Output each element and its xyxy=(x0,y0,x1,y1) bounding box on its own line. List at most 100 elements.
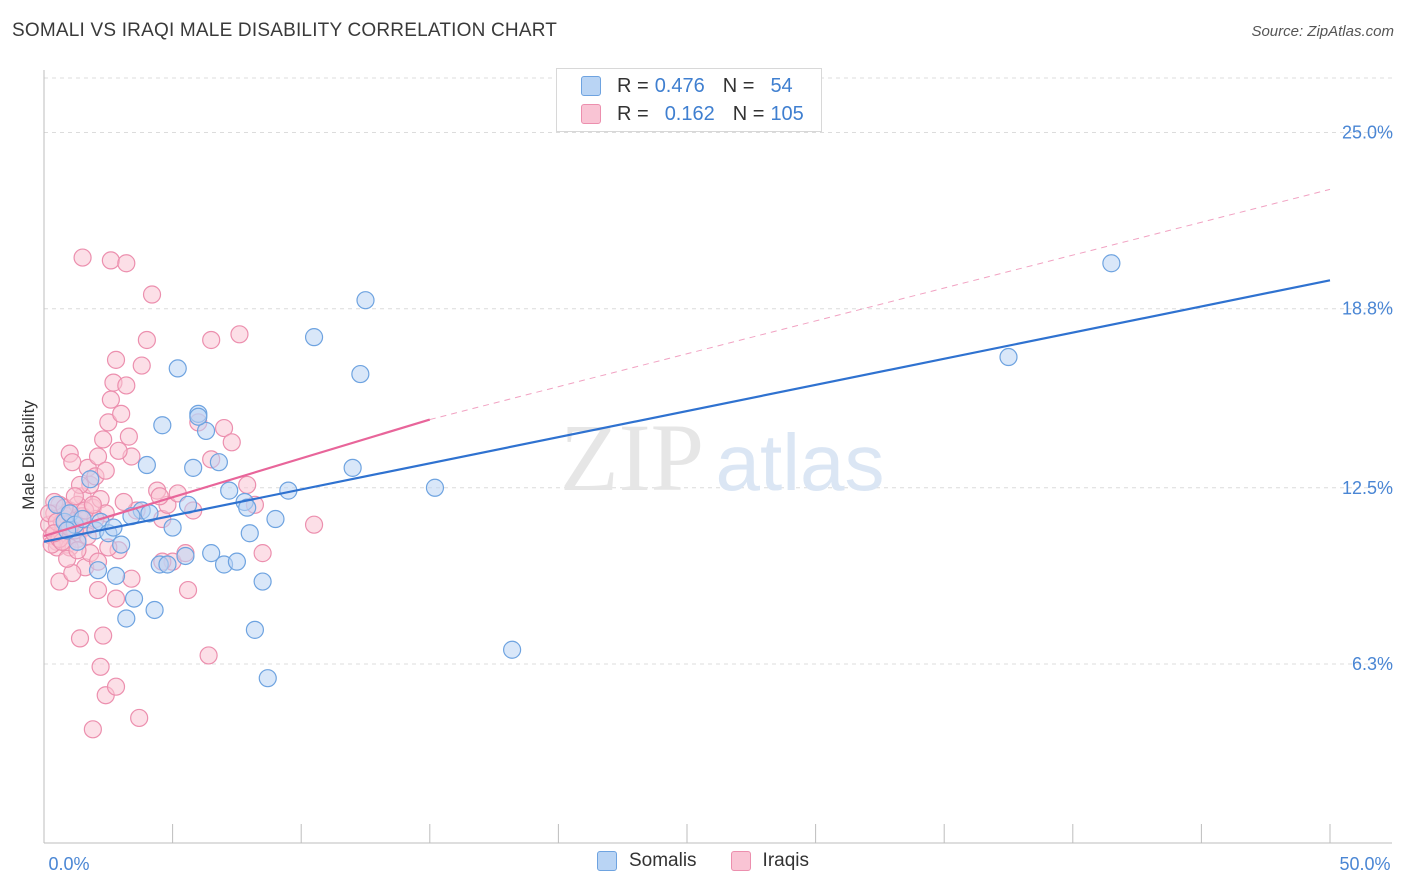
iraqis-point xyxy=(91,657,110,676)
somalis-n-value: 54 xyxy=(770,74,793,97)
iraqis-point xyxy=(222,433,241,452)
somalis-point xyxy=(81,470,100,489)
iraqis-point xyxy=(70,629,90,648)
iraqis-point xyxy=(106,589,126,608)
iraqis-point xyxy=(199,646,218,665)
legend-row-somalis: R = 0.476 N = 54 xyxy=(557,73,793,99)
somalis-trend-line xyxy=(43,279,1331,543)
somalis-point xyxy=(343,458,362,477)
somalis-point xyxy=(58,521,77,540)
iraqis-trend-extension xyxy=(429,188,1331,421)
iraqis-r-value: 0.162 xyxy=(664,102,715,125)
iraqis-point xyxy=(119,427,138,446)
iraqis-point xyxy=(112,404,131,423)
r-label: R = xyxy=(617,102,649,125)
legend-item-somalis[interactable]: Somalis xyxy=(596,850,697,872)
somalis-point xyxy=(196,421,216,441)
iraqis-point xyxy=(50,572,69,591)
somalis-point xyxy=(145,600,164,620)
iraqis-point xyxy=(83,720,102,739)
somalis-point xyxy=(163,518,182,537)
iraqis-point xyxy=(238,475,257,495)
somalis-point xyxy=(88,561,108,580)
legend-item-iraqis[interactable]: Iraqis xyxy=(730,850,810,872)
somalis-point xyxy=(189,407,208,426)
somalis-point xyxy=(266,509,285,529)
source-label: Source: ZipAtlas.com xyxy=(1251,23,1394,40)
somalis-point xyxy=(124,589,144,608)
y-tick-labels: 6.3% 12.5% 18.8% 25.0% xyxy=(1342,123,1393,674)
somalis-legend-label: Somalis xyxy=(628,850,697,871)
axes xyxy=(43,70,1392,844)
chart-title: SOMALI VS IRAQI MALE DISABILITY CORRELAT… xyxy=(12,20,558,41)
iraqis-point xyxy=(65,487,84,506)
iraqis-point xyxy=(304,515,324,534)
iraqis-point xyxy=(117,376,136,395)
iraqis-legend-swatch xyxy=(730,851,751,871)
somalis-point xyxy=(999,347,1018,367)
iraqis-point xyxy=(101,251,120,270)
somalis-point xyxy=(503,640,522,659)
iraqis-legend-label: Iraqis xyxy=(762,850,810,871)
iraqis-point xyxy=(178,580,198,600)
iraqis-point xyxy=(73,248,92,267)
n-label: N = xyxy=(732,102,765,125)
somalis-point xyxy=(184,458,203,477)
somalis-point xyxy=(245,620,265,639)
iraqis-point xyxy=(142,285,162,304)
iraqis-point xyxy=(63,453,82,472)
iraqis-point xyxy=(253,544,272,563)
somalis-point xyxy=(209,453,228,472)
somalis-point xyxy=(227,552,246,571)
somalis-swatch xyxy=(581,76,601,96)
somalis-point xyxy=(238,498,257,517)
somalis-point xyxy=(117,609,136,628)
r-label: R = xyxy=(617,74,649,97)
iraqis-n-value: 105 xyxy=(770,102,804,125)
stats-legend: R = 0.476 N = 54 R = 0.162 N = 105 xyxy=(556,68,822,132)
watermark-zip: ZIP xyxy=(560,404,704,511)
n-label: N = xyxy=(722,74,755,97)
somalis-points xyxy=(47,254,1121,688)
iraqis-point xyxy=(122,569,141,588)
grid-lines xyxy=(44,77,1392,665)
y-tick-label: 6.3% xyxy=(1352,654,1393,674)
series-legend: Somalis Iraqis xyxy=(0,850,1406,872)
iraqis-point xyxy=(109,441,128,460)
iraqis-trend-line xyxy=(43,418,431,538)
iraqis-point xyxy=(117,254,136,273)
somalis-point xyxy=(176,546,195,566)
iraqis-point xyxy=(99,413,118,432)
somalis-point xyxy=(351,364,370,384)
somalis-point xyxy=(112,535,131,554)
y-tick-label: 18.8% xyxy=(1342,299,1393,319)
x-tick-label: 0.0% xyxy=(48,854,89,874)
iraqis-point xyxy=(230,325,249,344)
iraqis-point xyxy=(94,626,113,645)
iraqis-point xyxy=(130,708,149,728)
somalis-point xyxy=(425,478,445,497)
somalis-point xyxy=(47,495,66,514)
somalis-point xyxy=(202,544,221,563)
somalis-point xyxy=(106,566,126,585)
y-tick-label: 25.0% xyxy=(1342,123,1393,143)
y-tick-label: 12.5% xyxy=(1342,478,1393,498)
somalis-point xyxy=(168,359,187,378)
somalis-point xyxy=(356,291,375,310)
iraqis-point xyxy=(106,350,126,369)
somalis-point xyxy=(253,572,272,591)
iraqis-point xyxy=(214,418,234,438)
somalis-point xyxy=(304,328,324,347)
x-tick-labels: 0.0% 50.0% xyxy=(48,854,1390,874)
somalis-point xyxy=(68,532,87,551)
iraqis-point xyxy=(202,330,221,350)
trend-lines xyxy=(43,188,1331,543)
iraqis-point xyxy=(94,430,113,449)
somalis-point xyxy=(220,481,239,500)
iraqis-point xyxy=(83,495,102,514)
legend-row-iraqis: R = 0.162 N = 105 xyxy=(557,101,804,127)
iraqis-point xyxy=(96,461,115,480)
iraqis-point xyxy=(137,330,156,350)
watermark-atlas: atlas xyxy=(716,418,885,507)
